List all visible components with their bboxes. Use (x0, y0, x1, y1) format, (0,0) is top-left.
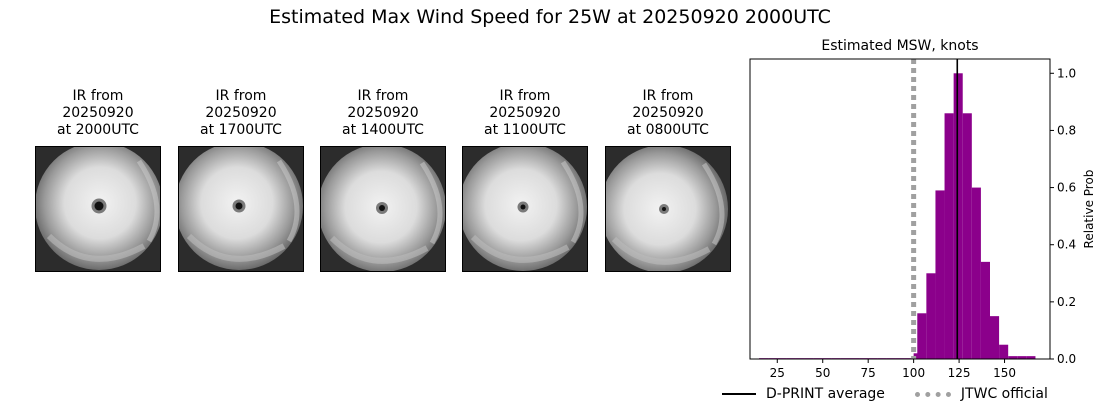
ir-caption-line3: at 1400UTC (342, 122, 424, 138)
histogram-bar (953, 73, 963, 360)
chart-title: Estimated MSW, knots (821, 38, 978, 54)
x-tick-label: 50 (815, 366, 830, 380)
ir-caption-line2: 20250920 (632, 105, 704, 121)
ir-satellite-image (35, 146, 161, 272)
ir-caption: IR from 20250920 at 1100UTC (462, 88, 588, 139)
histogram-bar (1008, 356, 1018, 359)
ir-caption-line2: 20250920 (347, 105, 419, 121)
ir-caption: IR from 20250920 at 1700UTC (178, 88, 304, 139)
histogram-bar (971, 187, 981, 359)
ir-caption-line3: at 1100UTC (484, 122, 566, 138)
histogram-bar (1017, 356, 1027, 359)
ir-caption-line3: at 2000UTC (57, 122, 139, 138)
ir-caption-line3: at 1700UTC (200, 122, 282, 138)
y-tick-label: 0.0 (1057, 352, 1076, 366)
ir-caption-line3: at 0800UTC (627, 122, 709, 138)
ir-satellite-image (178, 146, 304, 272)
histogram-bar (962, 113, 972, 360)
ir-panel-3: IR from 20250920 at 1400UTC (320, 88, 446, 272)
y-tick-label: 0.6 (1057, 181, 1076, 195)
histogram-bar (935, 190, 945, 359)
msw-histogram-chart: Estimated MSW, knots 25 50 75 100 125 150 0.0 0.… (749, 38, 1096, 380)
legend-dprint: D-PRINT average (722, 386, 885, 402)
ir-caption: IR from 20250920 at 1400UTC (320, 88, 446, 139)
x-tick-label: 150 (993, 366, 1016, 380)
ir-panel-4: IR from 20250920 at 1100UTC (462, 88, 588, 272)
ir-caption-line2: 20250920 (489, 105, 561, 121)
ir-caption-line1: IR from (642, 88, 694, 104)
y-axis-label: Relative Prob (1082, 170, 1096, 249)
histogram-bar (980, 261, 990, 359)
ir-panel-1: IR from 20250920 at 2000UTC (35, 88, 161, 272)
histogram-bar (926, 273, 936, 359)
ir-caption: IR from 20250920 at 2000UTC (35, 88, 161, 139)
figure-title: Estimated Max Wind Speed for 25W at 2025… (269, 6, 831, 28)
ir-panel-5: IR from 20250920 at 0800UTC (605, 88, 731, 272)
ir-caption-line2: 20250920 (62, 105, 134, 121)
legend-jtwc: JTWC official (914, 386, 1048, 402)
legend-dprint-label: D-PRINT average (766, 386, 885, 402)
ir-caption-line1: IR from (72, 88, 124, 104)
ir-panel-2: IR from 20250920 at 1700UTC (178, 88, 304, 272)
histogram-bar (944, 113, 954, 360)
legend-jtwc-swatch (914, 391, 951, 397)
histogram-bar (990, 316, 1000, 359)
y-tick-label: 0.8 (1057, 123, 1076, 137)
y-tick-label: 0.2 (1057, 295, 1076, 309)
histogram-bar (1026, 356, 1036, 359)
ir-satellite-image (320, 146, 446, 272)
legend-jtwc-label: JTWC official (960, 386, 1048, 402)
histogram-bar (999, 344, 1009, 359)
ir-caption-line1: IR from (357, 88, 409, 104)
legend: D-PRINT average JTWC official (722, 386, 1078, 402)
ir-satellite-image (605, 146, 731, 272)
x-tick-label: 25 (770, 366, 785, 380)
legend-dprint-swatch (722, 393, 756, 395)
y-tick-label: 0.4 (1057, 238, 1076, 252)
x-tick-label: 125 (948, 366, 971, 380)
y-tick-label: 1.0 (1057, 66, 1076, 80)
ir-caption: IR from 20250920 at 0800UTC (605, 88, 731, 139)
plot-frame (749, 58, 1051, 360)
ir-caption-line1: IR from (215, 88, 267, 104)
ir-caption-line2: 20250920 (205, 105, 277, 121)
x-tick-label: 100 (902, 366, 925, 380)
ir-satellite-image (462, 146, 588, 272)
x-tick-label: 75 (861, 366, 876, 380)
ir-caption-line1: IR from (499, 88, 551, 104)
histogram-bar (917, 313, 927, 359)
